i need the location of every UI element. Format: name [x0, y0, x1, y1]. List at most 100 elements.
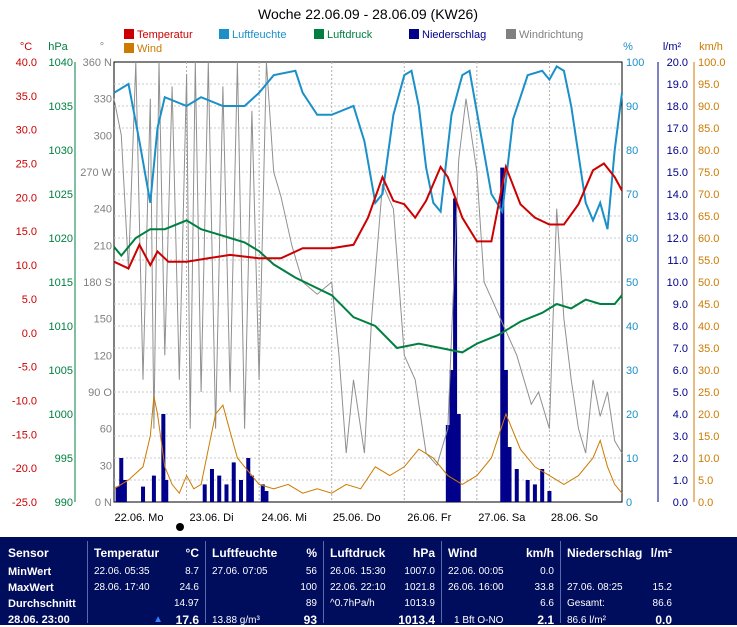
rain-tick-label: 5.0	[673, 387, 688, 399]
luftfeuchte-unit: %	[306, 546, 317, 560]
rain-bar	[456, 414, 461, 502]
wind-tick-label: 60.0	[698, 233, 719, 245]
rain-bar	[264, 491, 269, 502]
wind-tick-label: 85.0	[698, 123, 719, 135]
direction-tick-label: 270 W	[80, 167, 112, 179]
rain-tick-label: 1.0	[673, 475, 688, 487]
wind-beaufort: 1 Bft O-NO	[454, 615, 504, 626]
hum-min-value: 56	[305, 566, 317, 577]
rain-bar	[202, 484, 207, 502]
legend: Temperatur Luftfeuchte Luftdruck Niederschl…	[124, 29, 583, 55]
rain-bar	[532, 484, 537, 502]
pressure-tick-label: 990	[55, 497, 73, 509]
wind-tick-label: 30.0	[698, 365, 719, 377]
rain-tick-label: 12.0	[667, 233, 688, 245]
col-luftdruck: Luftdruck hPa 26.06. 15:30 1007.0 22.06.…	[323, 541, 441, 627]
temp-unit-label: °C	[20, 41, 32, 53]
rain-bar	[115, 486, 120, 502]
winddirection-line	[113, 61, 623, 467]
temp-max-time: 28.06. 17:40	[94, 582, 150, 593]
chart-title: Woche 22.06.09 - 28.06.09 (KW26)	[258, 6, 478, 22]
temp-tick-label: 35.0	[16, 91, 37, 103]
direction-tick-label: 180 S	[83, 277, 112, 289]
rain-bar	[217, 475, 222, 502]
humidity-tick-label: 50	[626, 277, 638, 289]
current-time-marker	[176, 523, 184, 531]
rain-bar	[507, 447, 512, 502]
wind-line	[113, 396, 623, 495]
press-min-time: 26.06. 15:30	[330, 566, 386, 577]
rain-tick-label: 8.0	[673, 321, 688, 333]
wind-header: Wind	[448, 546, 478, 560]
direction-tick-label: 330	[94, 94, 112, 106]
wind-tick-label: 45.0	[698, 299, 719, 311]
rain-tick-label: 4.0	[673, 409, 688, 421]
direction-tick-label: 150	[94, 314, 112, 326]
pressure-line	[113, 219, 623, 354]
rain-tick-label: 14.0	[667, 189, 688, 201]
legend-label: Luftdruck	[327, 29, 373, 41]
rain-tick-label: 11.0	[667, 255, 688, 267]
axis-units: °C hPa °% l/m² km/h	[20, 41, 723, 53]
hum-max-value: 100	[300, 582, 317, 593]
hum-current-value: 93	[303, 613, 317, 627]
temp-tick-label: 0.0	[22, 328, 37, 340]
humidity-tick-label: 100	[626, 57, 644, 69]
rain-bar	[525, 480, 530, 502]
rain-bar	[246, 458, 251, 502]
rain-tick-label: 19.0	[667, 79, 688, 91]
humidity-tick-label: 80	[626, 145, 638, 157]
hum-avg-value: 89	[305, 598, 317, 609]
rain-tick-label: 6.0	[673, 365, 688, 377]
temp-avg-value: 14.97	[173, 598, 199, 609]
luftfeuchte-header: Luftfeuchte	[212, 546, 278, 560]
humidity-tick-label: 30	[626, 365, 638, 377]
rain-bar	[249, 475, 254, 502]
rain-current-value: 0.0	[655, 613, 672, 627]
rain-week-total: 86.6 l/m²	[567, 615, 606, 626]
temp-tick-label: -25.0	[12, 497, 37, 509]
rain-bar	[514, 469, 519, 502]
rain-tick-label: 9.0	[673, 299, 688, 311]
temperatur-unit: °C	[185, 546, 199, 560]
direction-tick-label: 90 O	[88, 387, 112, 399]
x-tick-label: 22.06. Mo	[115, 512, 164, 524]
temp-tick-label: 10.0	[16, 260, 37, 272]
legend-swatch	[124, 43, 134, 53]
legend-swatch	[506, 29, 516, 39]
wind-max-value: 33.8	[534, 582, 554, 593]
x-axis: 22.06. Mo 23.06. Di 24.06. Mi 25.06. Do 26.0…	[115, 512, 598, 524]
rain-tick-label: 2.0	[673, 453, 688, 465]
rain-unit-label: l/m²	[663, 41, 682, 53]
pressure-tick-label: 1025	[49, 189, 73, 201]
rain-bar	[151, 475, 156, 502]
rain-bar	[503, 370, 508, 502]
legend-label: Wind	[137, 43, 162, 55]
temp-min-value: 8.7	[185, 566, 199, 577]
wind-tick-label: 90.0	[698, 101, 719, 113]
wind-tick-label: 70.0	[698, 189, 719, 201]
pressure-tick-label: 1035	[49, 101, 73, 113]
rain-total-label: Gesamt:	[567, 598, 605, 609]
temp-current-value: 17.6	[175, 613, 199, 627]
humidity-tick-label: 70	[626, 189, 638, 201]
rain-total-value: 86.6	[652, 598, 672, 609]
humidity-tick-label: 40	[626, 321, 638, 333]
temperatur-header: Temperatur	[94, 546, 160, 560]
rain-tick-label: 13.0	[667, 211, 688, 223]
temperature-line	[113, 162, 623, 270]
stats-table: Sensor MinWert MaxWert Durchschnitt 28.0…	[0, 537, 737, 627]
wind-tick-label: 55.0	[698, 255, 719, 267]
pressure-tick-label: 1000	[49, 409, 73, 421]
wind-tick-label: 5.0	[698, 475, 713, 487]
rain-max-value: 15.2	[652, 582, 672, 593]
rain-tick-label: 18.0	[667, 101, 688, 113]
wind-tick-label: 10.0	[698, 453, 719, 465]
wind-tick-label: 25.0	[698, 387, 719, 399]
weather-chart: Woche 22.06.09 - 28.06.09 (KW26) Tempera…	[12, 6, 726, 531]
temp-min-time: 22.06. 05:35	[94, 566, 150, 577]
direction-tick-label: 60	[100, 424, 112, 436]
rain-tick-label: 10.0	[667, 277, 688, 289]
col-sensor: Sensor MinWert MaxWert Durchschnitt 28.0…	[0, 541, 86, 626]
luftdruck-unit: hPa	[412, 546, 435, 560]
